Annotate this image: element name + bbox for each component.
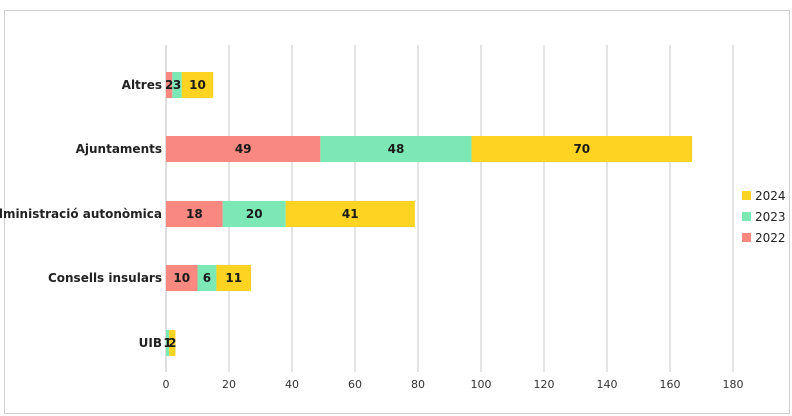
x-tick-label-80: 80 (411, 378, 425, 391)
bar-2022-2 (166, 201, 223, 227)
bar-2023-4 (166, 330, 170, 356)
bar-2024-2 (285, 201, 415, 227)
chart-frame (4, 10, 790, 414)
bar-2023-0 (172, 72, 182, 98)
category-label-0: Altres (122, 78, 162, 92)
data-label-2022-0: 2 (165, 78, 173, 92)
legend-label-2023: 2023 (755, 210, 786, 224)
x-tick-label-20: 20 (222, 378, 236, 391)
x-tick-label-160: 160 (660, 378, 681, 391)
x-tick-label-0: 0 (163, 378, 170, 391)
bar-2023-2 (222, 201, 286, 227)
bar-2022-1 (166, 136, 321, 162)
legend-label-2022: 2022 (755, 231, 786, 245)
legend-label-2024: 2024 (755, 189, 786, 203)
data-label-2023-4: 1 (163, 336, 171, 350)
data-label-2024-2: 41 (342, 207, 359, 221)
legend-swatch-2022 (742, 233, 751, 242)
data-label-2023-2: 20 (246, 207, 263, 221)
data-label-2022-3: 10 (173, 271, 190, 285)
x-tick-label-100: 100 (471, 378, 492, 391)
bar-2024-0 (181, 72, 214, 98)
x-tick-label-40: 40 (285, 378, 299, 391)
category-label-1: Ajuntaments (76, 142, 162, 156)
x-tick-label-140: 140 (597, 378, 618, 391)
data-label-2024-4: 2 (168, 336, 176, 350)
legend-swatch-2023 (742, 212, 751, 221)
bar-2024-4 (169, 330, 176, 356)
bar-2022-0 (166, 72, 173, 98)
data-label-2023-0: 3 (173, 78, 181, 92)
bar-2022-3 (166, 265, 198, 291)
x-tick-label-60: 60 (348, 378, 362, 391)
category-label-3: Consells insulars (48, 271, 162, 285)
category-label-4: UIB (139, 336, 162, 350)
x-tick-label-120: 120 (534, 378, 555, 391)
data-label-2024-3: 11 (225, 271, 242, 285)
bar-2024-3 (216, 265, 252, 291)
data-label-2022-2: 18 (186, 207, 203, 221)
data-label-2023-1: 48 (388, 142, 405, 156)
bar-2024-1 (471, 136, 693, 162)
x-tick-label-180: 180 (723, 378, 744, 391)
bar-2023-1 (320, 136, 472, 162)
category-label-2: Administració autonòmica (0, 207, 162, 221)
bar-2023-3 (197, 265, 217, 291)
data-label-2022-1: 49 (235, 142, 252, 156)
data-label-2023-3: 6 (203, 271, 211, 285)
data-label-2024-0: 10 (189, 78, 206, 92)
legend-swatch-2024 (742, 191, 751, 200)
data-label-2024-1: 70 (573, 142, 590, 156)
